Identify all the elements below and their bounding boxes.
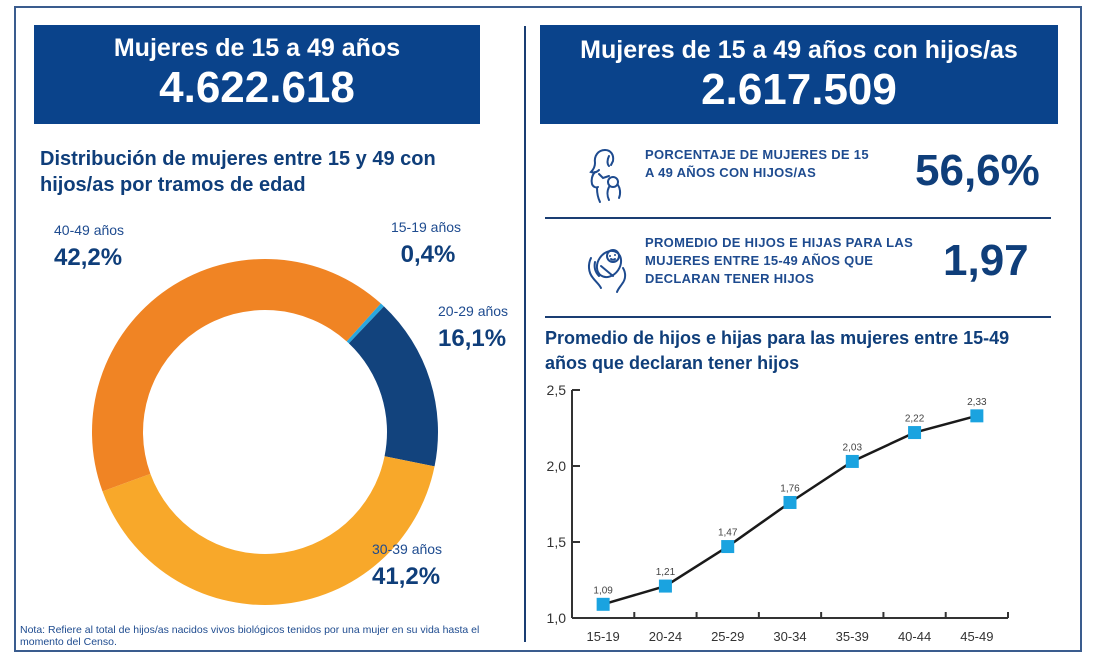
kpi-value: 56,6%: [915, 146, 1040, 195]
data-label: 1,76: [780, 483, 800, 494]
donut-slice-40-49: [92, 259, 381, 492]
banner-value: 2.617.509: [701, 65, 897, 114]
donut-slice-15-19: [346, 303, 384, 344]
x-tick-label: 25-29: [711, 629, 744, 644]
y-tick-label: 2,5: [547, 382, 567, 398]
data-label: 1,09: [593, 585, 613, 596]
data-point: [596, 597, 610, 611]
x-tick-label: 40-44: [898, 629, 931, 644]
data-point: [721, 540, 735, 554]
banner-title: Mujeres de 15 a 49 años: [113, 34, 401, 62]
y-tick-label: 2,0: [547, 458, 567, 474]
data-label: 2,33: [967, 397, 987, 408]
data-label: 1,47: [718, 528, 738, 539]
donut-chart-title: Distribución de mujeres entre 15 y 49 co…: [40, 148, 436, 196]
kpi-percentage: PORCENTAJE DE MUJERES DE 15 A 49 AÑOS CO…: [545, 140, 1050, 210]
data-point: [783, 495, 797, 509]
data-point: [970, 409, 984, 423]
donut-value-label: 41,2%: [372, 563, 440, 590]
infographic-frame: [14, 6, 1082, 652]
kpi-value: 1,97: [943, 236, 1029, 285]
x-tick-label: 20-24: [649, 629, 682, 644]
donut-value-label: 42,2%: [54, 244, 122, 271]
donut-category-label: 30-39 años: [372, 541, 442, 557]
separator-line: [545, 316, 1051, 318]
kpi-average-children: PROMEDIO DE HIJOS E HIJAS PARA LAS MUJER…: [545, 228, 1050, 308]
donut-category-label: 20-29 años: [438, 303, 508, 319]
footnote: Nota: Refiere al total de hijos/as nacid…: [20, 624, 480, 648]
data-point: [658, 579, 672, 593]
women-with-children-banner: Mujeres de 15 a 49 años con hijos/as 2.6…: [540, 25, 1058, 124]
y-tick-label: 1,5: [547, 534, 567, 550]
mother-with-baby-icon: [589, 149, 622, 203]
x-tick-label: 30-34: [773, 629, 806, 644]
kpi-label: PROMEDIO DE HIJOS E HIJAS PARA LAS MUJER…: [645, 235, 914, 286]
column-divider: [524, 26, 526, 642]
data-label: 1,21: [656, 567, 676, 578]
data-point: [845, 454, 859, 468]
donut-chart: 15-19 años 0,4% 20-29 años 16,1% 30-39 años 4…: [54, 219, 508, 605]
donut-category-label: 40-49 años: [54, 222, 124, 238]
x-tick-label: 15-19: [587, 629, 620, 644]
line-chart-title: Promedio de hijos e hijas para las mujer…: [545, 328, 1010, 373]
total-women-banner: Mujeres de 15 a 49 años 4.622.618: [34, 25, 480, 124]
y-tick-label: 1,0: [547, 610, 567, 626]
data-label: 2,03: [843, 442, 863, 453]
banner-value: 4.622.618: [159, 63, 355, 112]
separator-line: [545, 217, 1051, 219]
donut-slice-30-39: [102, 456, 435, 605]
x-tick-label: 35-39: [836, 629, 869, 644]
line-chart: 1,0 1,5 2,0 2,5 15-19 20-24 25-29 30-34 35-39 40-…: [547, 382, 1009, 644]
donut-value-label: 16,1%: [438, 325, 506, 352]
hands-holding-baby-icon: [587, 249, 627, 293]
donut-value-label: 0,4%: [401, 241, 456, 268]
banner-title: Mujeres de 15 a 49 años con hijos/as: [580, 36, 1018, 64]
data-label: 2,22: [905, 414, 925, 425]
donut-category-label: 15-19 años: [391, 219, 461, 235]
x-tick-label: 45-49: [960, 629, 993, 644]
data-point: [908, 426, 922, 440]
donut-slice-20-29: [348, 306, 438, 467]
kpi-label: PORCENTAJE DE MUJERES DE 15 A 49 AÑOS CO…: [645, 147, 869, 180]
